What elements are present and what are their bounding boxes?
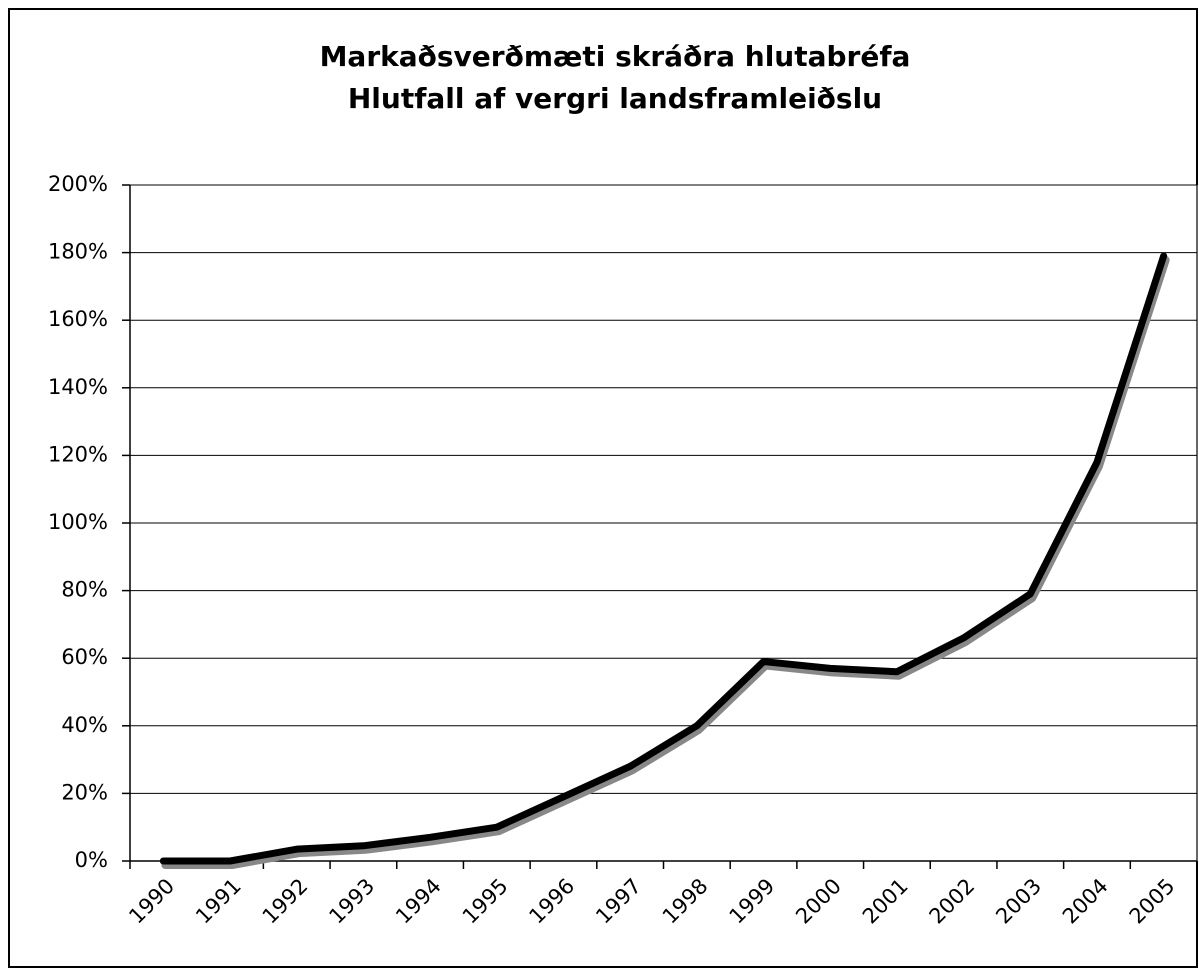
y-tick-label: 160%	[48, 307, 108, 331]
chart-frame	[8, 8, 1198, 968]
x-tick-label: 1990	[124, 874, 179, 929]
chart-subtitle: Hlutfall af vergri landsframleiðslu	[348, 82, 882, 115]
x-tick-label: 2004	[1058, 874, 1113, 929]
x-tick-label: 1994	[391, 874, 446, 929]
line	[159, 252, 1168, 865]
x-tick-label: 2005	[1125, 874, 1180, 929]
x-tick-label: 2003	[991, 874, 1046, 929]
y-tick-label: 140%	[48, 375, 108, 399]
y-tick-label: 20%	[61, 780, 108, 804]
x-tick-label: 1992	[258, 874, 313, 929]
x-tick-label: 1998	[658, 874, 713, 929]
x-tick-label: 1993	[324, 874, 379, 929]
y-tick-label: 120%	[48, 442, 108, 466]
y-tick-label: 180%	[48, 240, 108, 264]
y-tick-label: 200%	[48, 172, 108, 196]
y-tick-label: 80%	[61, 578, 108, 602]
x-tick-label: 2000	[791, 874, 846, 929]
x-tick-label: 1997	[591, 874, 646, 929]
x-tick-label: 1991	[191, 874, 246, 929]
y-tick-label: 60%	[61, 645, 108, 669]
x-tick-label: 2002	[925, 874, 980, 929]
y-tick-label: 0%	[75, 848, 108, 872]
y-tick-label: 40%	[61, 713, 108, 737]
y-tick-label: 100%	[48, 510, 108, 534]
chart-title: Markaðsverðmæti skráðra hlutabréfa	[320, 40, 911, 73]
x-tick-label: 1995	[458, 874, 513, 929]
line-shadow	[161, 255, 1170, 869]
x-tick-label: 1999	[725, 874, 780, 929]
x-tick-label: 1996	[524, 874, 579, 929]
x-tick-label: 2001	[858, 874, 913, 929]
